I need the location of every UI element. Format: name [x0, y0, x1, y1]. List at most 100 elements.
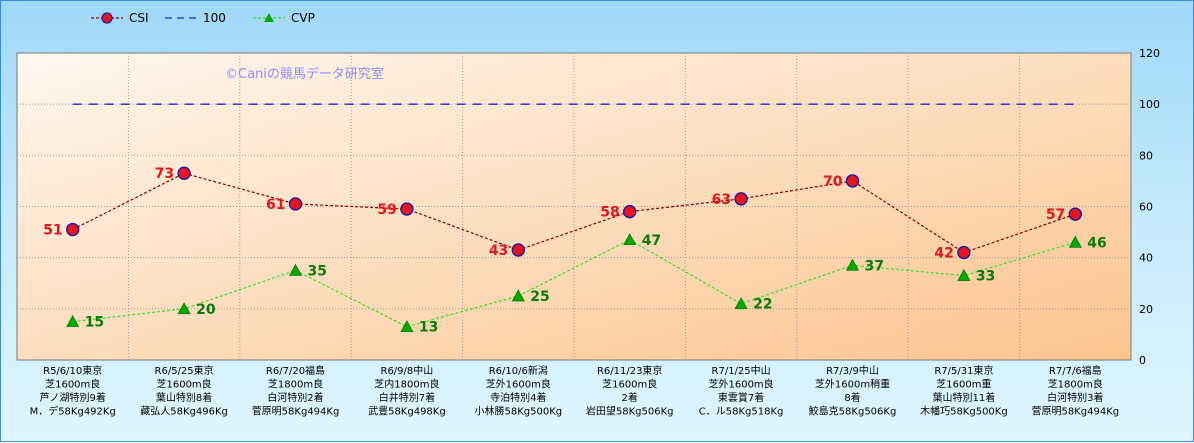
- cvp-point: [1068, 235, 1082, 248]
- x-tick-label: R6/9/8中山芝内1800m良白井特別7着武豊58Kg498Kg: [368, 364, 446, 418]
- x-tick-line: 小林勝58Kg500Kg: [474, 405, 562, 418]
- x-tick-line: 芝外1600m稍重: [815, 378, 890, 391]
- x-tick-label: R6/7/20福島芝1800m良白河特別2着菅原明58Kg494Kg: [252, 364, 340, 418]
- y-tick-label: 20: [1139, 303, 1153, 316]
- cvp-data-label: 35: [308, 263, 327, 279]
- y-tick-label: 120: [1139, 47, 1160, 60]
- x-tick-line: R6/7/20福島: [266, 364, 325, 377]
- x-tick-line: 芝1600m重: [936, 378, 991, 391]
- csi-data-label: 61: [266, 197, 285, 213]
- csi-data-label: 70: [823, 174, 843, 190]
- cvp-point: [511, 289, 525, 302]
- x-tick-line: 8着: [844, 391, 860, 404]
- x-tick-line: 鮫島克58Kg506Kg: [809, 405, 897, 418]
- csi-point: [623, 204, 637, 219]
- legend-label: CVP: [291, 11, 315, 25]
- series-line-cvp: [72, 239, 1076, 328]
- x-tick-line: C．ル58Kg518Kg: [699, 407, 784, 418]
- x-axis: R5/6/10東京芝1600m良芦ノ湖特別9着 M．デ58Kg492Kg R6/5/…: [30, 364, 1120, 418]
- cvp-point: [288, 263, 303, 276]
- x-tick-line: 芝1600m良: [156, 378, 211, 391]
- cvp-data-label: 25: [530, 289, 549, 305]
- csi-point: [845, 174, 860, 188]
- x-tick-label: R7/5/31東京芝1600m重葉山特別11着木幡巧58Kg500Kg: [920, 364, 1008, 418]
- x-tick-line: 芝1800m良: [268, 378, 323, 391]
- x-tick-line: 白井特別7着: [379, 391, 435, 404]
- legend: CSI 100 CVP: [91, 11, 315, 25]
- y-tick-label: 100: [1139, 98, 1160, 111]
- x-tick-line: 木幡巧58Kg500Kg: [920, 405, 1008, 418]
- cvp-point: [623, 233, 637, 246]
- csi-point: [957, 245, 971, 260]
- x-tick-line: 藏弘人58Kg496Kg: [140, 406, 228, 418]
- csi-data-label: 63: [712, 192, 731, 208]
- x-tick-line: 菅原明58Kg494Kg: [252, 406, 340, 418]
- y-tick-label: 80: [1139, 149, 1153, 162]
- csi-data-label: 51: [43, 223, 62, 239]
- x-tick-line: R7/1/25中山: [712, 364, 771, 377]
- x-tick-line: R6/9/8中山: [381, 364, 434, 377]
- x-tick-line: R7/5/31東京: [934, 364, 993, 377]
- x-tick-line: R6/5/25東京: [155, 364, 214, 377]
- x-tick-line: 岩田望58Kg506Kg: [586, 405, 674, 418]
- x-tick-line: R7/7/6福島: [1049, 364, 1102, 377]
- x-tick-label: R5/6/10東京芝1600m良芦ノ湖特別9着 M．デ58Kg492Kg: [30, 364, 116, 418]
- x-tick-line: 白河特別2着: [267, 391, 323, 404]
- csi-data-label: 57: [1046, 207, 1065, 223]
- x-tick-line: 東雲賞7着: [718, 391, 764, 404]
- x-tick-line: 芝1600m良: [45, 378, 100, 391]
- csi-data-label: 43: [489, 243, 508, 259]
- y-tick-label: 60: [1139, 201, 1153, 214]
- x-tick-line: 芝1800m良: [1048, 378, 1103, 391]
- x-tick-line: 芝外1600m良: [486, 378, 551, 391]
- x-tick-line: 寺泊特別4着: [490, 391, 546, 404]
- cvp-data-label: 20: [196, 302, 216, 318]
- csi-point: [1068, 207, 1083, 221]
- csi-data-label: 59: [377, 202, 396, 218]
- csi-point: [65, 222, 80, 237]
- csi-point: [511, 243, 525, 257]
- y-axis: 0 20 40 60 80 100 120: [1139, 47, 1160, 367]
- x-tick-line: 白河特別3着: [1047, 391, 1103, 404]
- x-tick-label: R7/1/25中山芝外1600m良東雲賞7着 C．ル58Kg518Kg: [699, 364, 784, 418]
- cvp-data-label: 33: [976, 269, 995, 285]
- x-tick-line: 葉山特別8着: [156, 391, 212, 404]
- cvp-point: [177, 302, 191, 315]
- legend-swatch-marker: [264, 13, 274, 22]
- cvp-data-label: 22: [753, 297, 772, 313]
- cvp-point: [66, 314, 80, 327]
- legend-label: CSI: [129, 11, 149, 25]
- csi-point: [288, 197, 303, 211]
- cvp-data-label: 15: [85, 315, 104, 331]
- csi-point: [400, 202, 414, 216]
- csi-point: [177, 166, 191, 180]
- cvp-data-label: 13: [419, 320, 438, 336]
- cvp-data-label: 37: [865, 258, 884, 274]
- cvp-point: [957, 268, 971, 281]
- x-tick-line: 2着: [622, 391, 638, 404]
- csi-point: [734, 192, 748, 206]
- csi-data-label: 42: [934, 246, 953, 262]
- cvp-point: [734, 297, 748, 310]
- x-tick-label: R7/3/9中山芝外1600m稍重 8着鮫島克58Kg506Kg: [809, 364, 897, 418]
- x-tick-line: 芝外1600m良: [708, 378, 773, 391]
- cvp-data-label: 46: [1087, 235, 1106, 251]
- y-tick-label: 40: [1139, 252, 1153, 265]
- x-tick-label: R6/11/23東京芝1600m良 2着岩田望58Kg506Kg: [586, 364, 674, 418]
- x-tick-line: R7/3/9中山: [826, 364, 879, 377]
- x-tick-line: 芦ノ湖特別9着: [40, 391, 106, 404]
- x-tick-line: 葉山特別11着: [933, 391, 996, 404]
- legend-swatch-marker: [101, 12, 113, 24]
- csi-data-label: 58: [600, 205, 619, 221]
- series-line-csi: [72, 172, 1076, 254]
- x-tick-label: R7/7/6福島芝1800m良白河特別3着菅原明58Kg494Kg: [1031, 364, 1119, 418]
- x-tick-line: R6/10/6新潟: [489, 364, 548, 377]
- x-tick-label: R6/5/25東京芝1600m良葉山特別8着藏弘人58Kg496Kg: [140, 364, 228, 418]
- watermark: ©Caniの競馬データ研究室: [225, 66, 384, 82]
- legend-label: 100: [203, 11, 226, 25]
- series-layer: 15 20 35 13 25 47 22 37 33 46 51 73 61 59 43 58 63 70 42 57: [43, 103, 1107, 336]
- x-tick-line: M．デ58Kg492Kg: [30, 405, 116, 418]
- x-tick-line: 芝内1800m良: [374, 378, 439, 391]
